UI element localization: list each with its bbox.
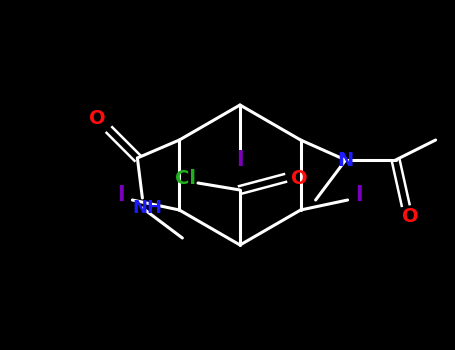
- Text: I: I: [236, 150, 244, 170]
- Text: O: O: [89, 108, 106, 127]
- Text: O: O: [291, 168, 307, 188]
- Text: I: I: [117, 185, 125, 205]
- Text: O: O: [402, 208, 419, 226]
- Text: I: I: [355, 185, 363, 205]
- Text: NH: NH: [132, 199, 162, 217]
- Text: N: N: [338, 150, 354, 169]
- Text: Cl: Cl: [175, 168, 196, 188]
